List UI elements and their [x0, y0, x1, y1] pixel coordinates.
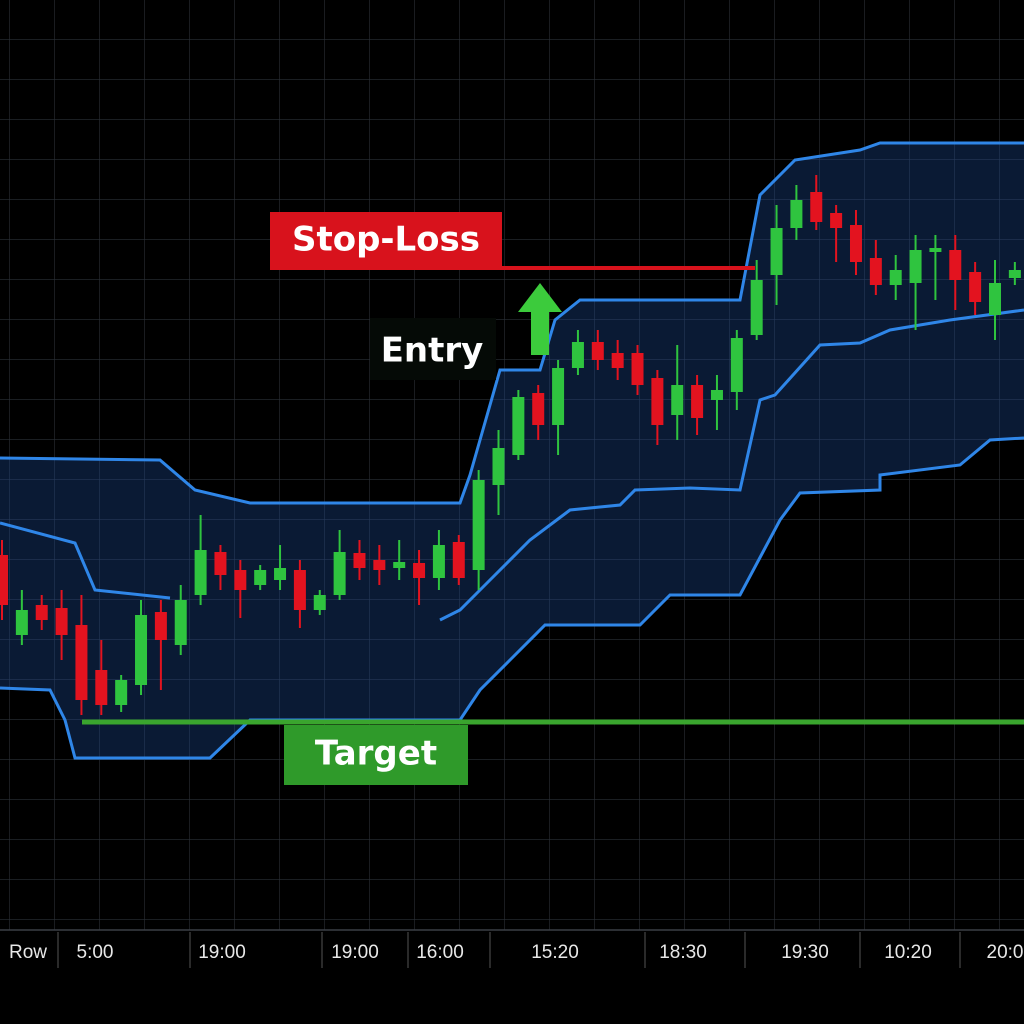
candle-body	[214, 552, 227, 575]
grid	[0, 0, 1024, 930]
candle-body	[909, 250, 922, 283]
candle-body	[313, 595, 326, 610]
candle-body	[115, 680, 128, 705]
candle-body	[154, 612, 167, 640]
candle-body	[75, 625, 88, 700]
x-tick-label: 18:30	[659, 942, 707, 963]
x-tick-label: 16:00	[416, 942, 464, 963]
candle-body	[830, 213, 843, 228]
candle-body	[869, 258, 882, 285]
bands	[0, 141, 1024, 760]
candle-body	[254, 570, 267, 585]
candle-body	[353, 553, 366, 568]
candle-body	[631, 353, 644, 385]
candle-body	[234, 570, 247, 590]
candle-body	[969, 272, 982, 302]
entry-box	[370, 318, 496, 380]
candle-body	[552, 368, 565, 425]
candle-body	[929, 248, 942, 252]
candle-body	[710, 390, 723, 400]
candle-body	[889, 270, 902, 285]
candle-body	[651, 378, 664, 425]
candles	[0, 175, 1021, 715]
candle-body	[611, 353, 624, 368]
x-tick-label: 5:00	[77, 942, 114, 963]
candle-body	[671, 385, 684, 415]
candle-body	[1008, 270, 1021, 278]
candle-body	[949, 250, 962, 280]
candle-body	[810, 192, 823, 222]
candle-body	[194, 550, 207, 595]
candle-body	[0, 555, 8, 605]
candle-body	[452, 542, 465, 578]
grid-lines	[0, 0, 1024, 930]
candle-body	[333, 552, 346, 595]
candle-body	[472, 480, 485, 570]
candle-body	[512, 397, 525, 455]
entry-label: Entry	[381, 331, 484, 371]
candle-body	[15, 610, 28, 635]
candle-body	[532, 393, 545, 425]
candle-body	[413, 563, 426, 578]
candle-body	[770, 228, 783, 275]
candle-body	[571, 342, 584, 368]
candle-body	[55, 608, 68, 635]
x-axis: Row 5:00 19:00 19:00 16:00 15:20 18:30 19:30 10:…	[0, 929, 1024, 968]
x-tick-label: 20:0	[987, 942, 1024, 963]
candle-body	[691, 385, 704, 418]
x-tick-label: 15:20	[531, 942, 579, 963]
entry-arrow	[518, 283, 562, 355]
target-label: Target	[315, 734, 437, 774]
x-tick-label: 19:30	[781, 942, 829, 963]
stop-loss-box	[270, 212, 502, 270]
candle-body	[432, 545, 445, 578]
x-tick-label: 19:00	[331, 942, 379, 963]
lower-band	[0, 436, 1024, 760]
x-tick-label: Row	[9, 942, 47, 963]
candle-body	[393, 562, 406, 568]
candle-body	[35, 605, 48, 620]
candle-body	[790, 200, 803, 228]
inner-band	[0, 308, 1024, 622]
candle-body	[135, 615, 148, 685]
x-tick-label: 19:00	[198, 942, 246, 963]
annotations: Stop-Loss Entry Target	[82, 212, 1024, 785]
band-fill	[0, 143, 1024, 758]
candle-body	[95, 670, 108, 705]
candle-body	[591, 342, 604, 360]
upper-band	[0, 141, 1024, 505]
candle-body	[293, 570, 306, 610]
candle-body	[174, 600, 187, 645]
candle-body	[274, 568, 287, 580]
candle-body	[989, 283, 1001, 315]
candle-body	[750, 280, 763, 335]
target-box	[284, 725, 468, 785]
x-tick-label: 10:20	[884, 942, 932, 963]
candle-body	[849, 225, 862, 262]
stop-loss-label: Stop-Loss	[292, 220, 480, 260]
candle-body	[492, 448, 505, 485]
candle-body	[730, 338, 743, 392]
candle-body	[373, 560, 386, 570]
